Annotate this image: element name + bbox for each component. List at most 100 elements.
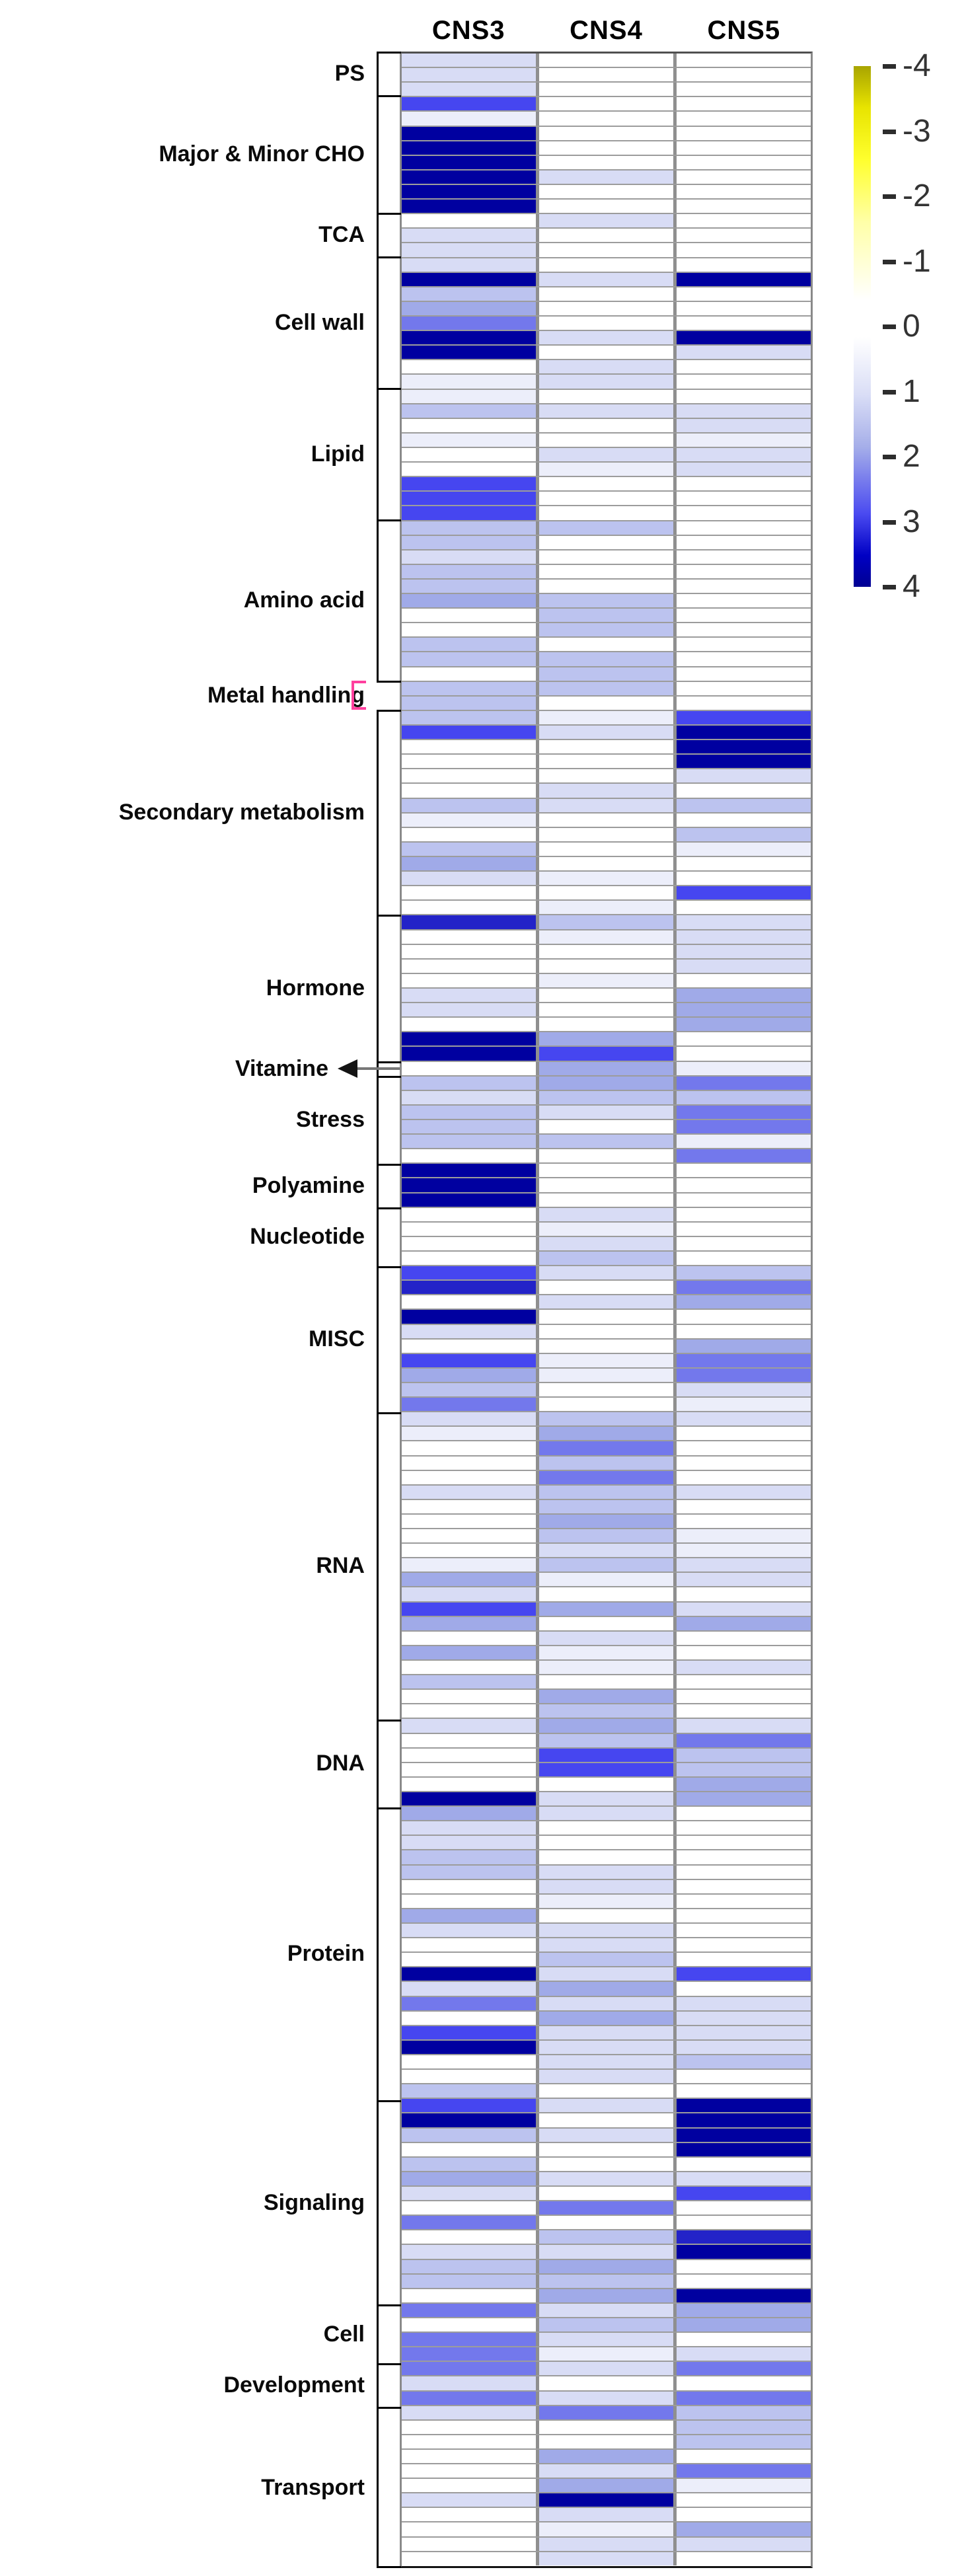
heatmap-cell-cns3 — [402, 1178, 539, 1192]
heatmap-cell-cns5 — [677, 229, 811, 243]
heatmap-cell-cns3 — [402, 2435, 539, 2448]
heatmap-row — [402, 1353, 811, 1369]
heatmap-cell-cns5 — [677, 2040, 811, 2054]
heatmap-cell-cns4 — [539, 1456, 677, 1470]
heatmap-row — [402, 973, 811, 989]
heatmap-cell-cns4 — [539, 1879, 677, 1893]
heatmap-cell-cns5 — [677, 1558, 811, 1572]
heatmap-cell-cns3 — [402, 2274, 539, 2288]
heatmap-cell-cns5 — [677, 2347, 811, 2361]
heatmap-cell-cns3 — [402, 886, 539, 900]
heatmap-cell-cns3 — [402, 155, 539, 169]
category-label-lipid: Lipid — [311, 441, 365, 467]
heatmap-cell-cns5 — [677, 784, 811, 798]
heatmap-row — [402, 433, 811, 448]
heatmap-cell-cns5 — [677, 214, 811, 228]
heatmap-row — [402, 2493, 811, 2509]
heatmap-row — [402, 258, 811, 273]
heatmap-cell-cns4 — [539, 2142, 677, 2156]
heatmap-cell-cns5 — [677, 930, 811, 944]
heatmap-row — [402, 1514, 811, 1530]
heatmap-row — [402, 2172, 811, 2187]
heatmap-cell-cns4 — [539, 1164, 677, 1178]
heatmap-row — [402, 1529, 811, 1544]
heatmap-cell-cns4 — [539, 1119, 677, 1134]
heatmap-cell-cns3 — [402, 375, 539, 389]
heatmap-cell-cns5 — [677, 1236, 811, 1250]
category-label-vitamine: Vitamine — [235, 1055, 328, 1081]
heatmap-row — [402, 579, 811, 595]
heatmap-cell-cns4 — [539, 696, 677, 710]
heatmap-cell-cns5 — [677, 1762, 811, 1776]
heatmap-cell-cns3 — [402, 2493, 539, 2507]
heatmap-cell-cns4 — [539, 1383, 677, 1397]
heatmap-cell-cns3 — [402, 1661, 539, 1675]
heatmap-cell-cns5 — [677, 798, 811, 812]
heatmap-cell-cns5 — [677, 1222, 811, 1236]
heatmap-cell-cns5 — [677, 1909, 811, 1922]
category-label-misc: MISC — [309, 1326, 365, 1352]
vitamine-arrow-line — [357, 1067, 400, 1070]
heatmap-row — [402, 1777, 811, 1793]
heatmap-row — [402, 1281, 811, 1296]
colorbar-tick-label: 0 — [903, 309, 920, 344]
heatmap-cell-cns4 — [539, 2449, 677, 2464]
heatmap-cell-cns4 — [539, 126, 677, 140]
heatmap-cell-cns5 — [677, 1119, 811, 1134]
heatmap-cell-cns4 — [539, 550, 677, 564]
heatmap-cell-cns3 — [402, 944, 539, 958]
heatmap-cell-cns3 — [402, 1909, 539, 1922]
heatmap-cell-cns3 — [402, 1456, 539, 1470]
heatmap-cell-cns5 — [677, 652, 811, 666]
heatmap-cell-cns5 — [677, 579, 811, 593]
heatmap-cell-cns5 — [677, 1587, 811, 1601]
heatmap-row — [402, 1149, 811, 1164]
heatmap-cell-cns4 — [539, 155, 677, 169]
heatmap-cell-cns4 — [539, 389, 677, 403]
heatmap-cell-cns5 — [677, 1879, 811, 1893]
heatmap-cell-cns4 — [539, 1616, 677, 1630]
heatmap-cell-cns4 — [539, 1441, 677, 1455]
heatmap-row — [402, 331, 811, 346]
heatmap-cell-cns3 — [402, 492, 539, 506]
heatmap-row — [402, 301, 811, 317]
heatmap-cell-cns4 — [539, 1222, 677, 1236]
heatmap-row — [402, 1850, 811, 1866]
heatmap-cell-cns3 — [402, 272, 539, 286]
heatmap-cell-cns3 — [402, 813, 539, 827]
heatmap-cell-cns4 — [539, 1047, 677, 1061]
heatmap-cell-cns4 — [539, 1105, 677, 1119]
heatmap-cell-cns5 — [677, 2552, 811, 2565]
heatmap-cell-cns3 — [402, 550, 539, 564]
heatmap-cell-cns5 — [677, 726, 811, 739]
heatmap-row — [402, 564, 811, 580]
heatmap-cell-cns3 — [402, 2084, 539, 2098]
heatmap-cell-cns4 — [539, 973, 677, 987]
heatmap-row — [402, 1076, 811, 1091]
heatmap-row — [402, 2040, 811, 2055]
heatmap-row — [402, 550, 811, 565]
bracket-tick — [377, 681, 401, 683]
heatmap-row — [402, 83, 811, 98]
heatmap-cell-cns3 — [402, 2406, 539, 2419]
heatmap-cell-cns3 — [402, 594, 539, 608]
heatmap-cell-cns4 — [539, 463, 677, 476]
heatmap-cell-cns4 — [539, 726, 677, 739]
heatmap-cell-cns5 — [677, 1733, 811, 1747]
heatmap-row — [402, 54, 811, 69]
heatmap-row — [402, 1456, 811, 1471]
bracket-tick — [377, 519, 401, 522]
heatmap-cell-cns5 — [677, 2464, 811, 2478]
heatmap-cell-cns4 — [539, 1762, 677, 1776]
heatmap-cell-cns3 — [402, 2186, 539, 2201]
heatmap-cell-cns4 — [539, 141, 677, 155]
heatmap-cell-cns3 — [402, 1631, 539, 1645]
heatmap-row — [402, 638, 811, 653]
bracket-spine-misc — [377, 1266, 379, 1412]
heatmap-cell-cns4 — [539, 1661, 677, 1675]
heatmap-cell-cns3 — [402, 2201, 539, 2215]
heatmap-cell-cns3 — [402, 667, 539, 681]
heatmap-cell-cns4 — [539, 1675, 677, 1689]
heatmap-cell-cns5 — [677, 973, 811, 987]
heatmap-cell-cns3 — [402, 404, 539, 418]
